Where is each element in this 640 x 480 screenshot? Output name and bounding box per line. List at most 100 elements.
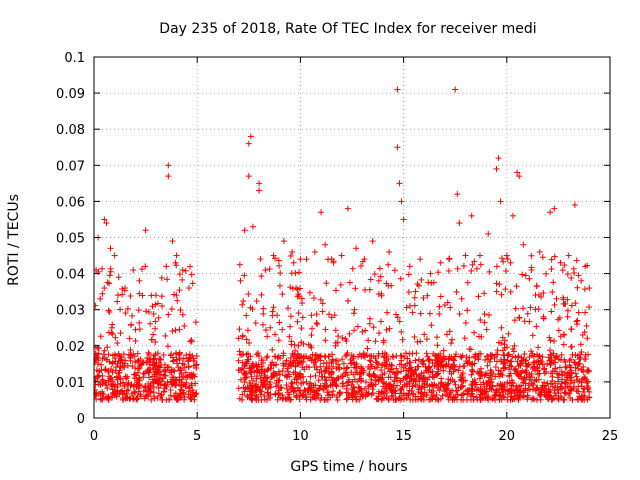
data-point (155, 363, 162, 370)
data-point (533, 283, 540, 290)
data-points (94, 86, 593, 403)
data-point (167, 392, 174, 399)
data-point (132, 326, 139, 333)
data-point (488, 353, 495, 360)
data-point (406, 263, 413, 270)
data-point (446, 255, 453, 262)
data-point (244, 392, 251, 399)
data-point (314, 321, 321, 328)
data-point (433, 334, 440, 341)
data-point (436, 310, 443, 317)
data-point (575, 272, 582, 279)
data-point (507, 288, 514, 295)
data-point (560, 341, 567, 348)
data-point (582, 309, 589, 316)
data-point (276, 262, 283, 269)
data-point (343, 389, 350, 396)
data-point (535, 344, 542, 351)
data-point (255, 350, 262, 357)
data-point (243, 336, 250, 343)
data-point (372, 377, 379, 384)
data-point (484, 362, 491, 369)
data-point (562, 379, 569, 386)
data-point (385, 261, 392, 268)
data-point (434, 342, 441, 349)
data-point (477, 372, 484, 379)
data-point (283, 382, 290, 389)
data-point (189, 280, 196, 287)
data-point (284, 305, 291, 312)
data-point (109, 330, 116, 337)
data-point (235, 385, 242, 392)
data-point (567, 356, 574, 363)
data-point (154, 350, 161, 357)
data-point (112, 334, 119, 341)
data-point (444, 299, 451, 306)
data-point (168, 367, 175, 374)
data-point (535, 371, 542, 378)
data-point (317, 363, 324, 370)
data-point (344, 205, 351, 212)
data-point (531, 377, 538, 384)
data-point (424, 292, 431, 299)
data-point (303, 256, 310, 263)
data-point (117, 380, 124, 387)
data-point (256, 180, 263, 187)
data-point (276, 282, 283, 289)
data-point (236, 326, 243, 333)
data-point (101, 216, 108, 223)
data-point (456, 310, 463, 317)
data-point (287, 313, 294, 320)
data-point (289, 248, 296, 255)
data-point (371, 271, 378, 278)
data-point (521, 374, 528, 381)
data-point (146, 351, 153, 358)
data-point (280, 238, 287, 245)
data-point (417, 256, 424, 263)
data-point (529, 332, 536, 339)
data-point (114, 298, 121, 305)
data-point (135, 307, 142, 314)
data-point (396, 180, 403, 187)
data-point (106, 272, 113, 279)
data-point (440, 347, 447, 354)
data-point (308, 357, 315, 364)
data-point (584, 335, 591, 342)
data-point (421, 331, 428, 338)
data-point (453, 288, 460, 295)
data-point (332, 342, 339, 349)
data-point (243, 312, 250, 319)
data-point (142, 227, 149, 234)
data-point (265, 385, 272, 392)
data-point (129, 312, 136, 319)
data-point (235, 357, 242, 364)
data-point (475, 293, 482, 300)
data-point (306, 289, 313, 296)
data-point (568, 302, 575, 309)
data-point (509, 353, 516, 360)
data-point (572, 370, 579, 377)
data-point (359, 328, 366, 335)
data-point (134, 379, 141, 386)
data-point (563, 379, 570, 386)
data-point (346, 330, 353, 337)
data-point (296, 387, 303, 394)
data-point (384, 309, 391, 316)
data-point (169, 238, 176, 245)
data-point (501, 344, 508, 351)
data-point (514, 169, 521, 176)
data-point (136, 277, 143, 284)
data-point (249, 377, 256, 384)
data-point (578, 277, 585, 284)
data-point (553, 295, 560, 302)
data-point (181, 393, 188, 400)
data-point (420, 369, 427, 376)
data-point (294, 293, 301, 300)
data-point (418, 276, 425, 283)
data-point (165, 162, 172, 169)
data-point (352, 285, 359, 292)
data-point (477, 317, 484, 324)
data-point (412, 288, 419, 295)
data-point (279, 367, 286, 374)
data-point (508, 358, 515, 365)
